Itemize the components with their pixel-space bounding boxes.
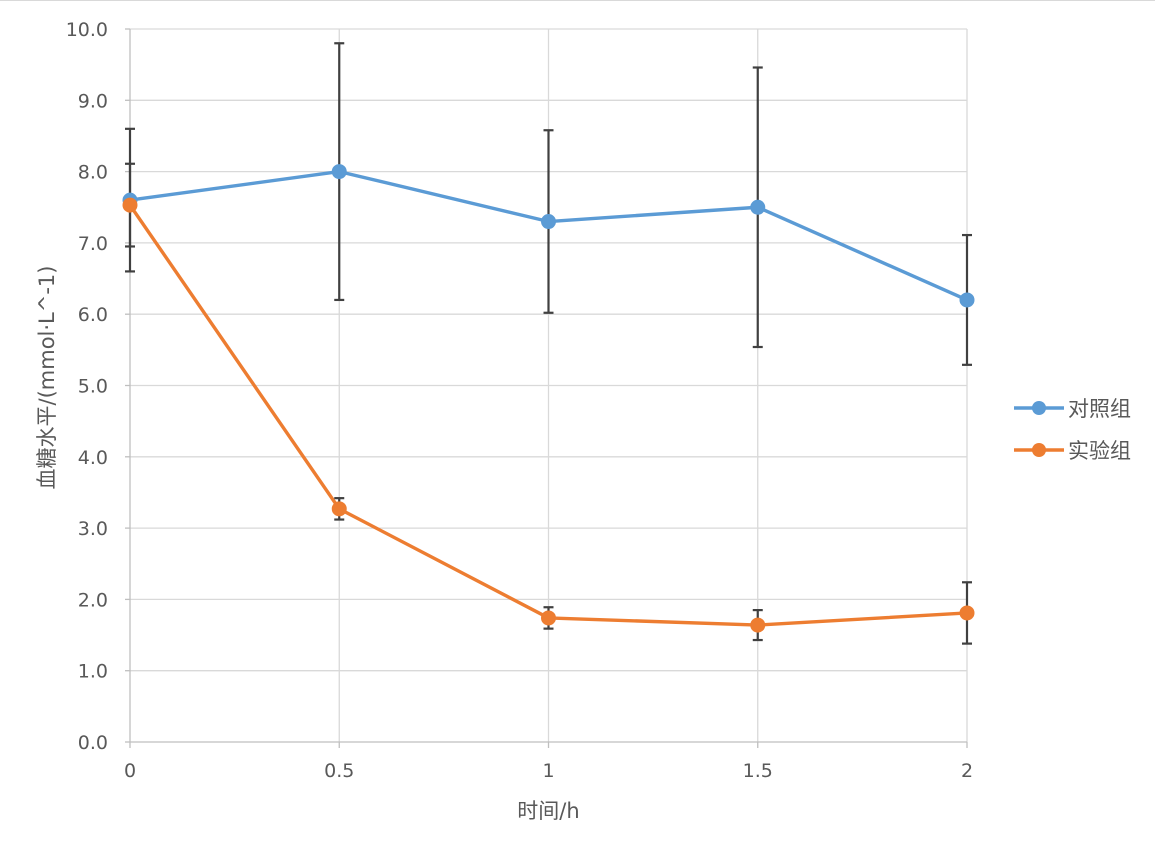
data-point <box>331 501 347 517</box>
data-point <box>122 197 138 213</box>
y-tick-label: 4.0 <box>78 447 108 469</box>
data-point <box>541 214 556 230</box>
y-tick-label: 7.0 <box>78 233 108 255</box>
y-tick-label: 6.0 <box>78 304 108 326</box>
data-points <box>122 164 975 633</box>
legend-label: 实验组 <box>1068 439 1131 463</box>
y-tick-label: 2.0 <box>78 589 108 611</box>
y-tick-label: 3.0 <box>78 518 108 540</box>
data-point <box>959 605 975 621</box>
y-tick-label: 10.0 <box>66 19 108 41</box>
axes <box>125 28 968 748</box>
x-tick-label: 1.5 <box>743 760 773 782</box>
data-point <box>750 617 766 633</box>
x-tick-label: 1 <box>542 760 554 782</box>
legend-swatch-marker <box>1032 443 1046 457</box>
y-tick-label: 5.0 <box>78 376 108 398</box>
y-tick-label: 0.0 <box>78 732 108 754</box>
y-tick-label: 1.0 <box>78 661 108 683</box>
x-tick-label: 2 <box>961 760 973 782</box>
y-tick-label: 8.0 <box>78 162 108 184</box>
legend-swatch-marker <box>1032 401 1046 415</box>
data-point <box>331 164 347 180</box>
x-tick-label: 0.5 <box>324 760 354 782</box>
data-point <box>750 199 766 215</box>
x-axis-title: 时间/h <box>517 799 579 823</box>
legend-label: 对照组 <box>1068 397 1131 421</box>
data-point <box>541 610 556 626</box>
x-tick-label: 0 <box>124 760 136 782</box>
data-point <box>959 292 975 308</box>
axis-labels: 0.0 1.0 2.0 3.0 4.0 5.0 6.0 7.0 8.0 9.0 10.0 0 0.5 1 1… <box>35 19 973 823</box>
y-axis-title: 血糖水平/(mmol·L^-1) <box>35 266 59 490</box>
y-tick-label: 9.0 <box>78 90 108 112</box>
